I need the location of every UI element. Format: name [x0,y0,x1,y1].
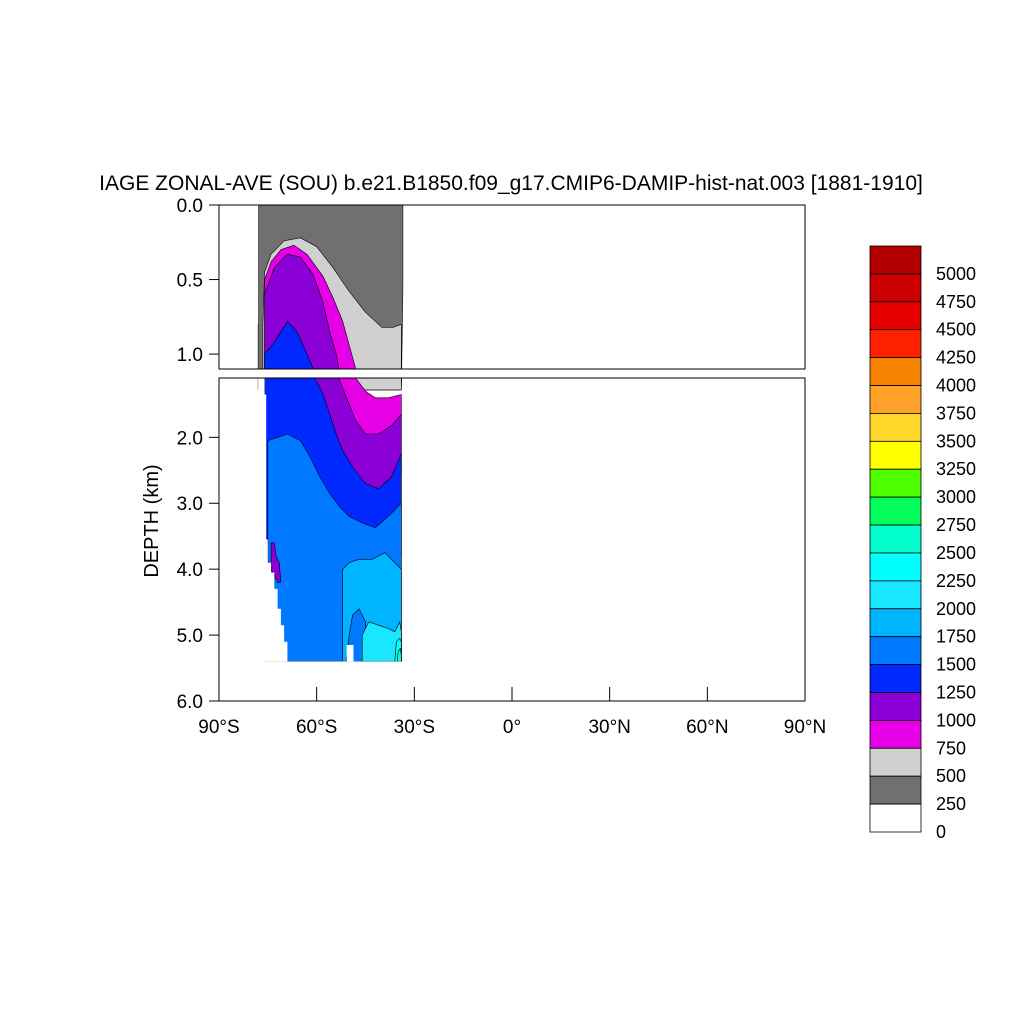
colorbar-swatch-1750 [869,608,922,638]
colorbar-label-3000: 3000 [936,487,976,507]
x-tick-label-6: 90°N [784,717,826,738]
colorbar-label-500: 500 [936,766,966,786]
y-tick-label-upper-1: 0.5 [177,271,203,292]
y-tick-label-lower-3: 5.0 [177,626,203,647]
contour-region-2000-upper-7 [362,921,401,1011]
chart-title: IAGE ZONAL-AVE (SOU) b.e21.B1850.f09_g17… [99,172,923,195]
colorbar-swatch-4000 [869,357,922,386]
y-axis-label: DEPTH (km) [141,464,163,577]
colorbar-swatch-2000 [869,580,922,610]
colorbar-swatch-5000 [869,245,922,275]
colorbar-label-4500: 4500 [936,320,976,340]
colorbar-swatch-750 [869,719,922,749]
colorbar-label-5000: 5000 [936,264,976,284]
colorbar-label-1750: 1750 [936,627,976,647]
colorbar-label-3750: 3750 [936,403,976,423]
colorbar-swatch-1500 [869,636,922,665]
colorbar-label-1000: 1000 [936,710,976,730]
colorbar-label-2500: 2500 [936,543,976,563]
colorbar-label-4250: 4250 [936,348,976,368]
y-tick-label-lower-2: 4.0 [177,560,203,581]
colorbar: 5000475045004250400037503500325030002750… [869,245,976,842]
contour-region-2500-upper-9 [397,980,401,1010]
colorbar-swatch-3250 [869,440,922,470]
lower-depth-panel: 2.0 3.0 4.0 5.0 6.0 [177,377,806,713]
contour-region-750-upper-10 [268,787,271,817]
x-tick-label-3: 0° [503,717,521,738]
colorbar-swatch-2750 [869,496,922,526]
colorbar-label-250: 250 [936,794,966,814]
colorbar-label-2000: 2000 [936,599,976,619]
colorbar-swatch-1000 [869,692,922,721]
colorbar-swatch-4750 [869,273,922,303]
y-tick-label-upper-0: 0.0 [177,196,203,217]
colorbar-swatch-3500 [869,413,922,442]
x-tick-label-1: 60°S [296,717,337,738]
colorbar-label-1500: 1500 [936,655,976,675]
x-tick-label-4: 30°N [588,717,630,738]
colorbar-label-0: 0 [936,822,946,842]
colorbar-swatch-4500 [869,301,922,331]
y-tick-label-lower-0: 2.0 [177,428,203,449]
y-tick-label-lower-1: 3.0 [177,494,203,515]
x-tick-label-5: 60°N [686,717,728,738]
colorbar-swatch-3750 [869,385,922,414]
colorbar-label-4750: 4750 [936,292,976,312]
colorbar-swatch-4250 [869,329,922,359]
colorbar-label-4000: 4000 [936,376,976,396]
contour-region-2250-upper-8 [395,958,402,1010]
y-tick-label-upper-2: 1.0 [177,345,203,366]
colorbar-swatch-500 [869,747,922,777]
contour-region-1000-lower-11 [270,542,282,583]
y-tick-label-lower-4: 6.0 [177,692,203,713]
colorbar-swatch-2500 [869,524,922,554]
land-mask-upper-0 [256,205,259,325]
colorbar-label-1250: 1250 [936,682,976,702]
contour-region-1000-upper-11 [271,742,281,832]
land-mask-lower-1 [346,645,354,662]
colorbar-label-2750: 2750 [936,515,976,535]
panel-frame-upper [218,204,806,370]
colorbar-label-750: 750 [936,738,966,758]
colorbar-swatch-0 [869,803,922,833]
upper-depth-panel: 0.0 0.5 1.0 [177,196,806,1011]
colorbar-swatch-2250 [869,552,922,582]
land-mask-lower-0 [258,378,288,662]
colorbar-label-2250: 2250 [936,571,976,591]
colorbar-swatch-1250 [869,664,922,693]
colorbar-label-3250: 3250 [936,459,976,479]
colorbar-label-3500: 3500 [936,431,976,451]
contour-region-1750-upper-6 [343,764,402,1010]
colorbar-swatch-3000 [869,468,922,498]
contour-region-1250-upper-4 [264,320,314,369]
x-tick-label-0: 90°S [198,717,239,738]
colorbar-swatch-250 [869,775,922,805]
x-tick-label-2: 30°S [394,717,435,738]
x-axis: 90°S 60°S 30°S 0° 30°N 60°N 90°N [198,687,826,738]
land-mask-lower-2 [258,661,402,701]
